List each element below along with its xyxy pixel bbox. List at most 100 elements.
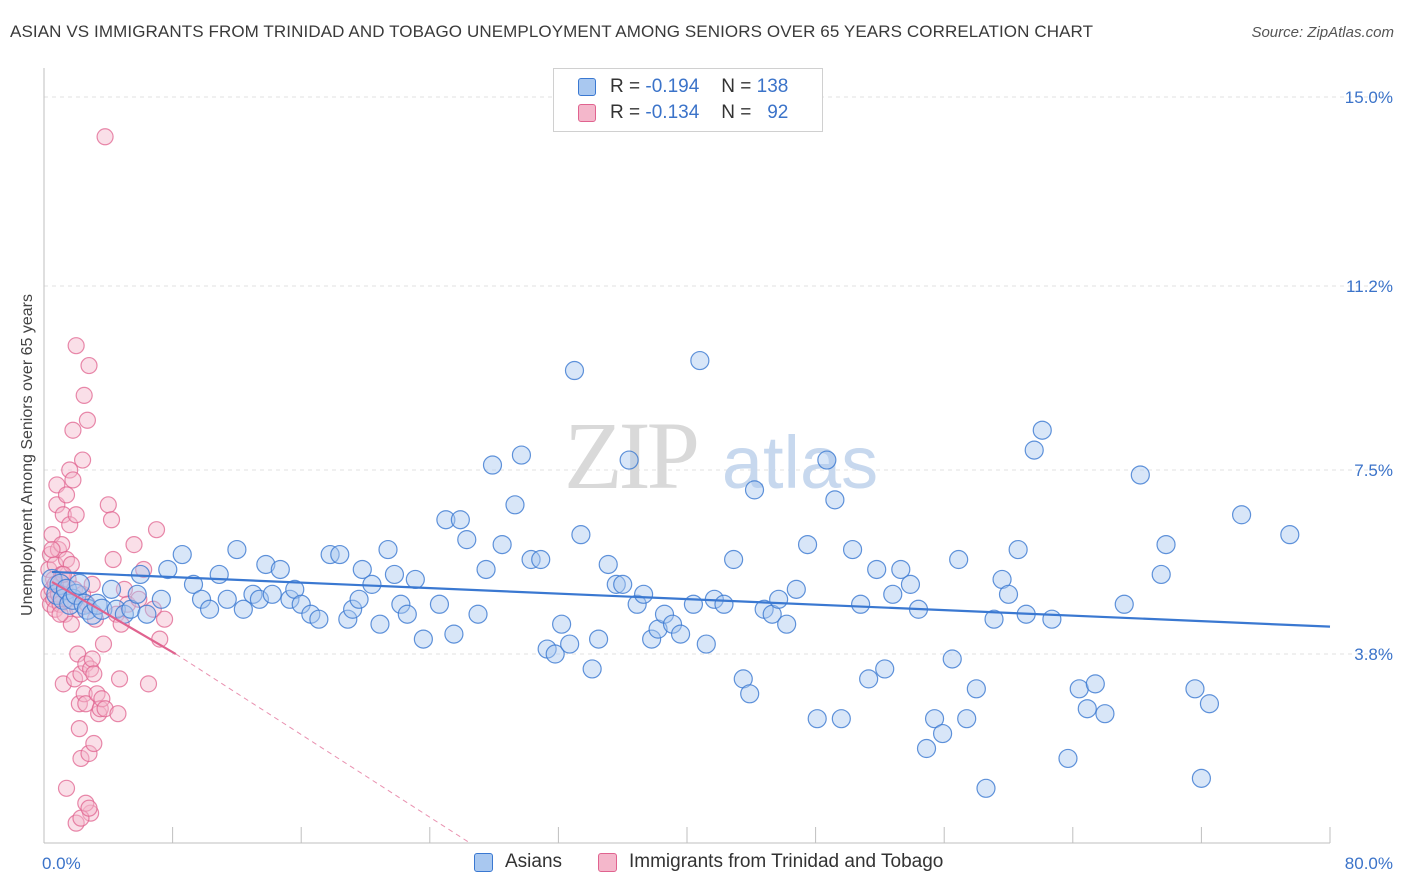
point-tt-31 [64,471,82,489]
point-asians-65 [511,445,532,465]
point-asians-85 [662,614,683,634]
point-asians-80 [627,594,647,614]
point-asians-120 [957,709,977,729]
point-asians-24 [183,574,204,594]
point-asians-48 [370,614,390,634]
point-asians-51 [391,594,411,614]
point-tt-87 [80,799,98,817]
point-tt-81 [155,610,174,628]
y-tick-label-1: 7.5% [1354,461,1393,480]
point-asians-49 [378,539,398,560]
point-tt-40 [72,665,90,683]
point-asians-137 [1130,465,1150,485]
legend-n-label: N = [721,76,752,97]
legend-n-label: N = [721,102,752,123]
point-asians-122 [976,778,996,798]
point-tt-64 [96,700,114,718]
point-asians-60 [468,604,488,624]
bottom-legend: Asians Immigrants from Trinidad and Toba… [0,851,1406,877]
bottom-legend-asians: Asians [474,851,562,873]
point-asians-36 [280,589,300,609]
point-asians-101 [797,534,818,555]
point-asians-144 [1280,525,1300,545]
point-tt-79 [147,521,166,539]
point-asians-104 [825,490,845,510]
point-asians-133 [1077,699,1097,719]
point-asians-86 [670,624,691,644]
legend-swatch-tt [578,104,596,122]
point-asians-92 [724,549,744,570]
tick-labels: 3.8% 7.5% 11.2% 15.0% 0.0% 80.0% [42,88,1393,873]
point-asians-20 [137,604,157,624]
point-asians-140 [1185,679,1205,699]
point-asians-22 [158,559,178,580]
trend-asians [51,570,1331,628]
point-tt-44 [75,386,93,404]
point-tt-18 [54,675,72,693]
point-asians-28 [217,589,237,609]
point-asians-98 [769,589,789,609]
point-asians-55 [429,594,450,614]
legend-row-tt: R = -0.134 N = 92 [578,101,788,125]
point-asians-121 [966,679,986,699]
watermark-atlas: atlas [722,421,878,504]
point-tt-50 [80,356,98,375]
point-tt-66 [102,511,121,529]
point-asians-107 [851,594,871,614]
point-asians-142 [1199,694,1220,714]
point-asians-115 [916,738,937,759]
point-asians-117 [932,723,953,744]
point-asians-110 [875,659,895,679]
point-asians-131 [1058,748,1078,769]
point-asians-81 [633,584,654,604]
point-asians-116 [924,709,945,729]
point-asians-95 [744,480,765,500]
point-asians-79 [619,450,639,470]
point-asians-66 [521,549,541,570]
point-asians-50 [384,564,405,585]
point-tt-22 [57,486,76,504]
point-asians-42 [330,544,350,565]
watermark: ZIP atlas [564,402,878,509]
legend-r-tt: -0.134 [645,102,700,123]
point-tt-43 [73,451,92,469]
legend-box: R = -0.194 N = 138 R = -0.134 N = 92 [553,68,823,132]
point-asians-35 [270,559,290,580]
point-asians-14 [101,579,122,599]
point-asians-103 [817,450,837,470]
point-asians-134 [1085,674,1105,694]
point-asians-40 [309,609,329,629]
point-tt-27 [61,516,79,534]
point-tt-77 [139,675,158,693]
point-asians-70 [552,614,572,634]
point-asians-136 [1114,594,1134,614]
point-asians-41 [320,544,340,565]
point-asians-113 [900,574,921,594]
point-tt-69 [109,705,127,723]
point-asians-8 [68,573,90,595]
point-asians-138 [1151,564,1171,585]
point-tt-39 [70,720,88,738]
point-tt-63 [94,635,113,653]
point-asians-27 [209,564,229,585]
point-asians-33 [256,554,276,575]
point-asians-63 [492,534,512,555]
point-tt-65 [99,496,117,514]
point-asians-87 [683,594,704,614]
point-asians-84 [654,604,675,624]
bottom-legend-label-tt: Immigrants from Trinidad and Tobago [629,851,944,872]
axes [43,68,1331,844]
watermark-zip: ZIP [564,402,697,509]
grid-lines [44,96,1390,655]
point-asians-73 [571,525,591,545]
point-asians-78 [613,574,633,594]
legend-n-asians: 138 [756,76,789,97]
legend-r-asians: -0.194 [645,76,700,97]
point-asians-61 [476,559,496,580]
point-asians-32 [249,589,270,609]
point-tt-82 [96,128,114,146]
y-tick-label-2: 11.2% [1346,277,1393,296]
bottom-legend-label-asians: Asians [505,851,563,872]
point-asians-125 [998,584,1019,604]
point-tt-30 [64,421,82,439]
